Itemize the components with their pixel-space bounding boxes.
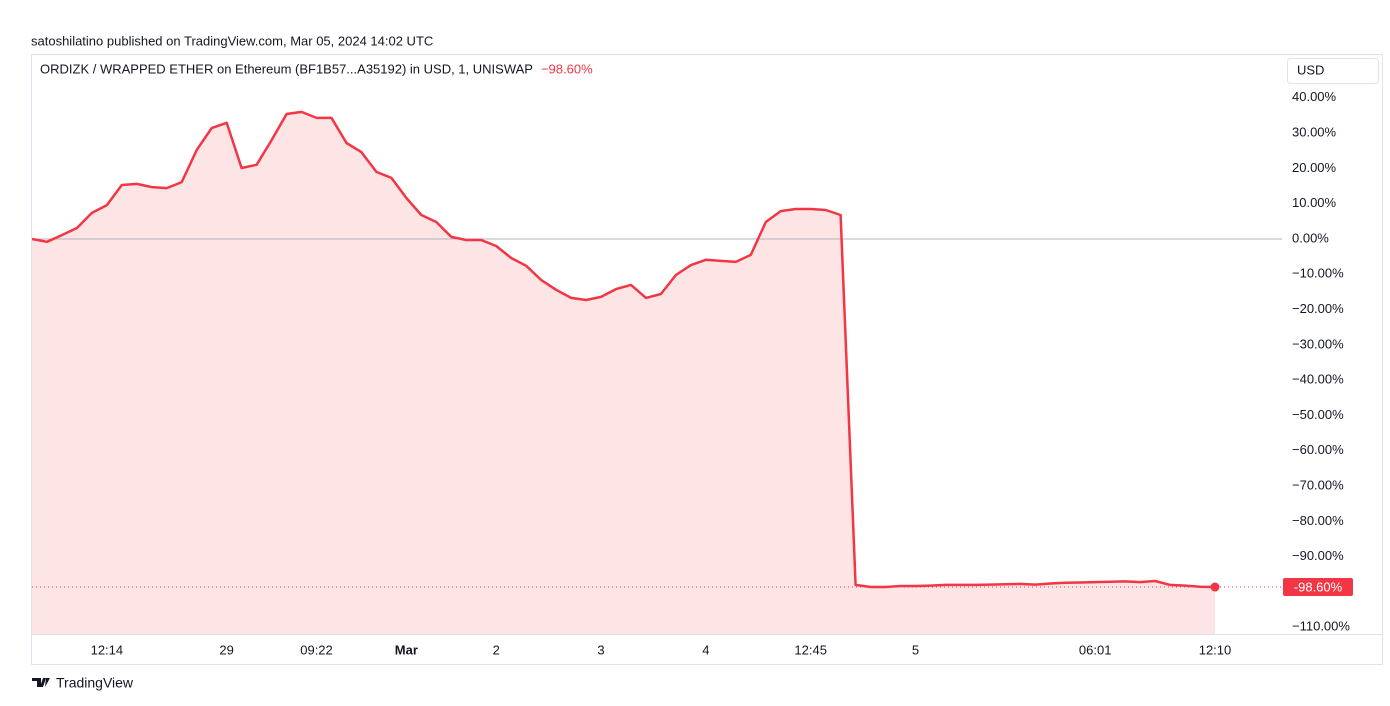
y-tick-label: −80.00% [1292, 513, 1344, 528]
x-tick-label: 4 [702, 642, 709, 657]
y-tick-label: −60.00% [1292, 442, 1344, 457]
x-tick-label: 29 [219, 642, 233, 657]
currency[interactable]: USD [1297, 62, 1324, 77]
currency-button[interactable] [1287, 58, 1379, 84]
y-tick-label: −10.00% [1292, 266, 1344, 281]
x-tick-label: Mar [395, 642, 418, 657]
x-tick-label: 06:01 [1079, 642, 1112, 657]
y-tick-label: −70.00% [1292, 478, 1344, 493]
last-point [1210, 582, 1220, 592]
publisher: satoshilatino published on TradingView.c… [31, 33, 433, 48]
x-tick-label: 3 [597, 642, 604, 657]
y-tick-label: −90.00% [1292, 548, 1344, 563]
chart-title: ORDIZK / WRAPPED ETHER on Ethereum (BF1B… [40, 61, 533, 76]
brand: TradingView [56, 675, 134, 691]
line [31, 110, 1216, 589]
y-tick-label: 40.00% [1292, 89, 1337, 104]
y-tick-label: −110.00% [1292, 619, 1350, 634]
y-tick-label: 10.00% [1292, 195, 1337, 210]
y-tick-label: 0.00% [1292, 230, 1329, 245]
chart-frame [31, 54, 1383, 665]
last-value-label: -98.60% [1294, 579, 1343, 594]
y-tick-label: −40.00% [1292, 372, 1344, 387]
change: −98.60% [541, 61, 593, 76]
last-value-badge [1283, 578, 1353, 597]
y-tick-label: 30.00% [1292, 125, 1337, 140]
x-tick-label: 12:14 [91, 642, 124, 657]
y-tick-label: −20.00% [1292, 301, 1344, 316]
y-tick-label: 20.00% [1292, 160, 1337, 175]
x-tick-label: 5 [912, 642, 919, 657]
area [32, 111, 1215, 634]
y-tick-label: −50.00% [1292, 407, 1344, 422]
y-tick-label: −30.00% [1292, 336, 1344, 351]
x-tick-label: 12:45 [794, 642, 827, 657]
x-tick-label: 12:10 [1199, 642, 1232, 657]
x-tick-label: 09:22 [300, 642, 333, 657]
x-tick-label: 2 [493, 642, 500, 657]
brand-logo [32, 678, 50, 687]
